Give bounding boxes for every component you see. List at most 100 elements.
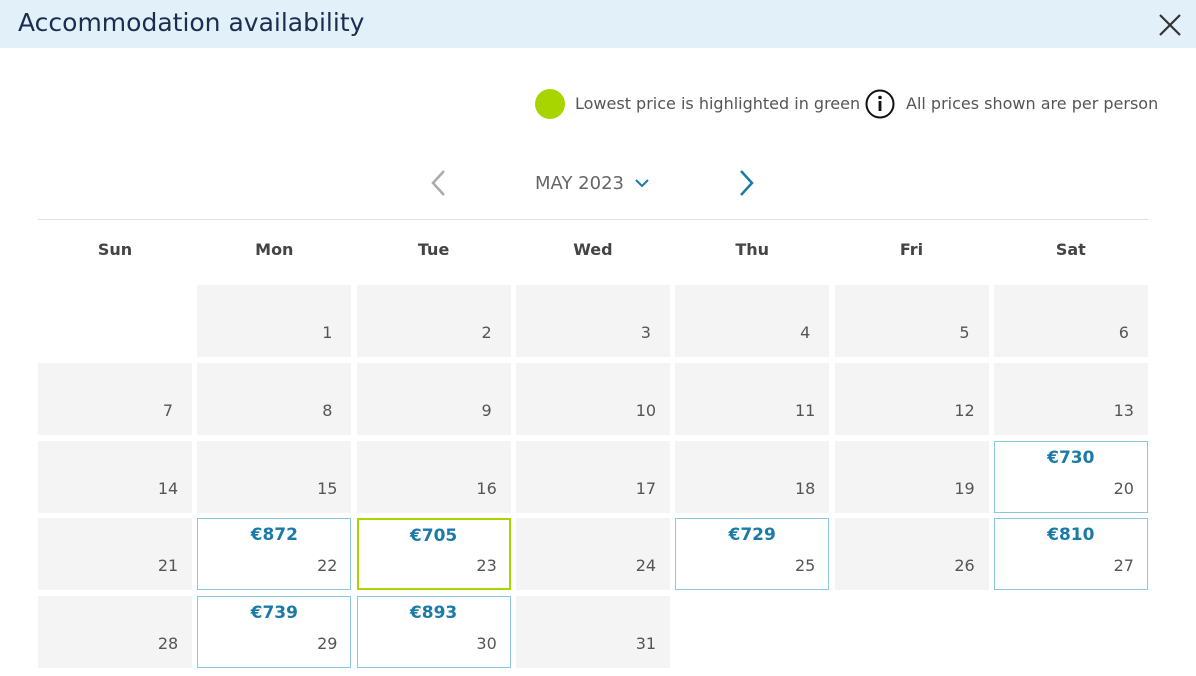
day-number: 25	[785, 555, 825, 577]
day-cell: 7	[38, 362, 192, 435]
day-cell: 1	[197, 285, 352, 357]
day-number-text: 22	[317, 556, 338, 576]
day-cell-available[interactable]: €893 30	[356, 596, 511, 669]
day-number-text: 15	[317, 478, 338, 498]
day-number-text: 7	[162, 400, 174, 420]
day-number-text: 27	[1113, 556, 1134, 576]
day-number-text: 11	[795, 400, 816, 420]
day-number: 10	[626, 400, 666, 422]
day-number: 22	[307, 555, 347, 577]
day-cell: 9	[356, 362, 511, 435]
day-number-text: 31	[635, 634, 657, 654]
day-number: 21	[148, 555, 188, 577]
day-number-text: 19	[954, 478, 975, 498]
day-number: 3	[626, 322, 666, 344]
info-icon	[865, 89, 895, 119]
day-number: 8	[307, 400, 347, 422]
prev-month[interactable]	[428, 168, 450, 198]
day-number-text: 28	[157, 634, 179, 654]
price: €739	[250, 603, 298, 624]
day-cell: 19	[834, 440, 989, 513]
day-cell: 6	[993, 285, 1148, 357]
day-number-text: 16	[476, 478, 497, 498]
day-number: 20	[1104, 478, 1144, 500]
price: €730	[1047, 447, 1095, 468]
day-number-text: 12	[954, 400, 975, 420]
day-number-text: 4	[800, 323, 811, 342]
day-cell: 16	[356, 440, 511, 513]
day-cell: 4	[675, 285, 830, 357]
weekday-header: Sun	[97, 240, 133, 259]
day-cell: 28	[38, 596, 192, 669]
day-number: 16	[467, 478, 507, 500]
day-number: 26	[945, 555, 985, 577]
day-number: 4	[785, 322, 825, 344]
weekday-header: Fri	[899, 240, 924, 259]
day-number: 2	[467, 322, 507, 344]
day-number-text: 1	[322, 323, 333, 342]
day-number-text: 5	[959, 323, 970, 342]
legend-info: All prices shown are per person	[906, 94, 1159, 113]
next-month[interactable]	[736, 168, 758, 198]
header-bar	[0, 0, 1196, 48]
day-cell-available[interactable]: €810 27	[993, 518, 1148, 591]
month-selector[interactable]: MAY 2023	[535, 173, 624, 194]
day-cell-available[interactable]: €730 20	[993, 440, 1148, 513]
day-cell: 24	[515, 518, 670, 591]
day-cell: 17	[515, 440, 670, 513]
day-number-text: 3	[640, 323, 651, 342]
day-number: 24	[626, 555, 666, 577]
day-cell: 2	[356, 285, 511, 357]
day-number-text: 30	[476, 634, 497, 654]
weekday-header: Mon	[255, 240, 294, 259]
day-cell: 3	[515, 285, 670, 357]
legend-lowest: Lowest price is highlighted in green	[575, 94, 861, 113]
dialog-title: Accommodation availability	[18, 8, 365, 37]
day-cell: 14	[38, 440, 192, 513]
day-cell-available[interactable]: €729 25	[675, 518, 830, 591]
day-cell: 26	[834, 518, 989, 591]
day-cell: 15	[197, 440, 352, 513]
price: €872	[250, 525, 298, 546]
price: €729	[728, 525, 776, 546]
day-cell: 8	[197, 362, 352, 435]
month-dropdown-arrow[interactable]	[634, 177, 650, 189]
day-cell: 12	[834, 362, 989, 435]
weekday-header: Wed	[573, 240, 613, 259]
day-number: 18	[785, 478, 825, 500]
day-number: 12	[945, 400, 985, 422]
day-number: 11	[785, 400, 825, 422]
day-number-text: 10	[635, 400, 657, 420]
day-number-text: 23	[476, 556, 497, 576]
day-number-text: 2	[481, 323, 492, 342]
day-cell-available[interactable]: €739 29	[197, 596, 352, 669]
close-button[interactable]	[1158, 13, 1182, 37]
day-cell-available[interactable]: €872 22	[197, 518, 352, 591]
price: €810	[1047, 525, 1095, 546]
day-number: 19	[945, 478, 985, 500]
weekday-header: Sat	[1055, 240, 1086, 259]
price: €893	[409, 603, 458, 624]
green-dot-icon	[535, 89, 565, 119]
day-number-text: 9	[481, 400, 492, 420]
weekday-header: Thu	[735, 240, 770, 259]
day-number: 1	[307, 322, 347, 344]
day-cell: 18	[675, 440, 830, 513]
day-number-text: 25	[795, 556, 816, 576]
day-number: 27	[1104, 555, 1144, 577]
day-number: 17	[626, 478, 666, 500]
day-cell-available[interactable]: €705 23	[356, 518, 511, 591]
day-cell: 5	[834, 285, 989, 357]
price: €705	[409, 526, 458, 547]
day-number: 28	[148, 633, 188, 655]
day-cell: 10	[515, 362, 670, 435]
day-number-text: 18	[795, 478, 816, 498]
day-number: 6	[1104, 322, 1144, 344]
day-number-text: 17	[635, 478, 657, 498]
day-cell: 13	[993, 362, 1148, 435]
day-number-text: 13	[1113, 400, 1134, 420]
day-number: 30	[467, 633, 507, 655]
day-cell: 21	[38, 518, 192, 591]
